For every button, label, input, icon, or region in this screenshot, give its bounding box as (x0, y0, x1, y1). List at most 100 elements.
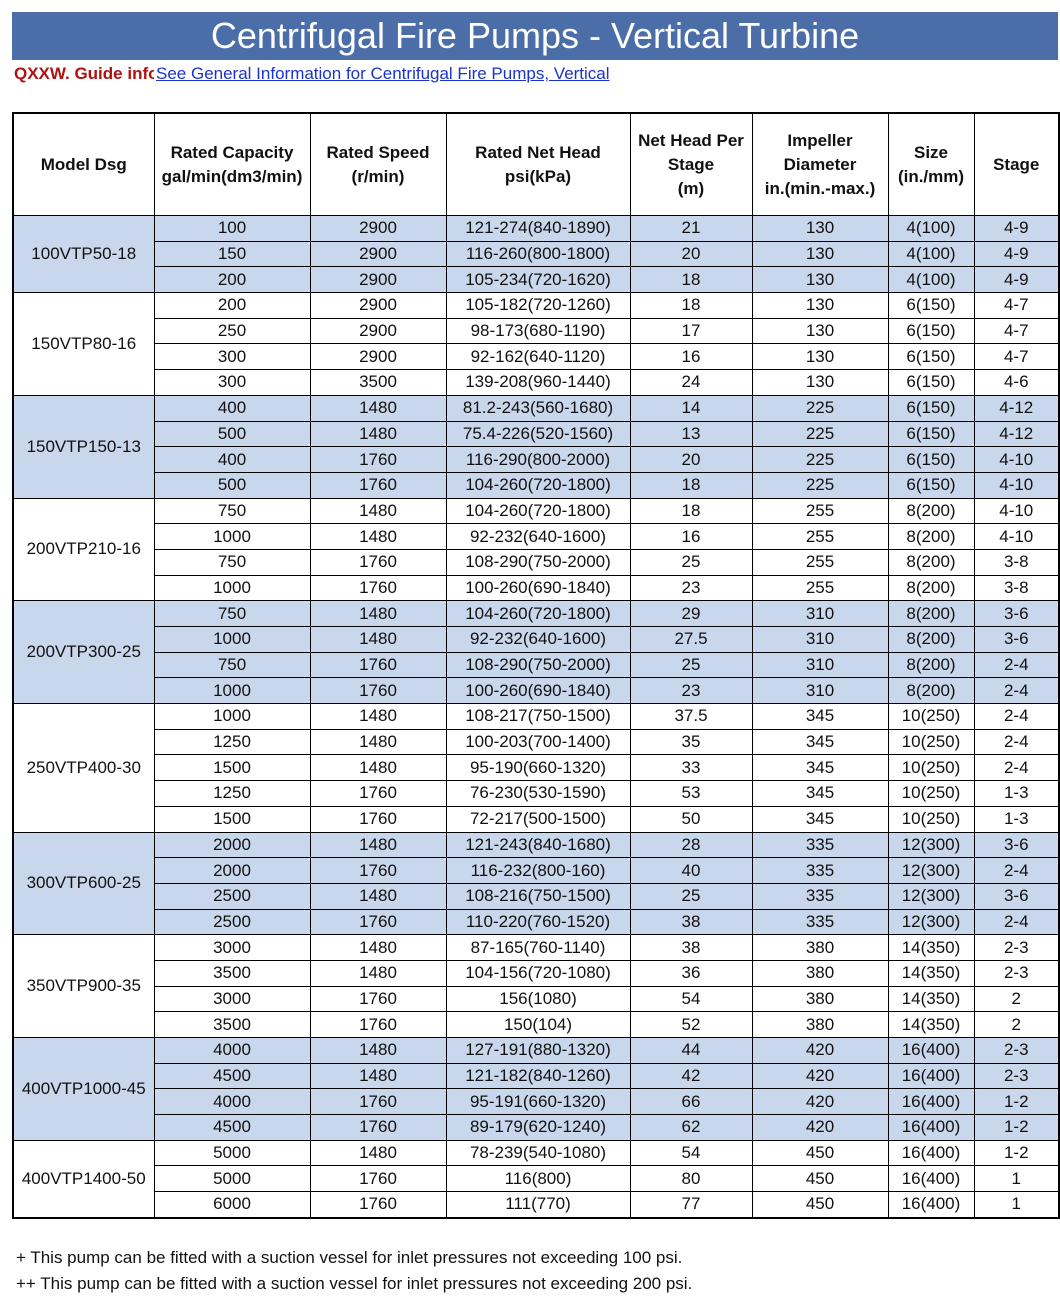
table-cell: 116-232(800-160) (445, 857, 631, 884)
table-cell: 116(800) (445, 1165, 631, 1193)
table-row: 500 1480 75.4-226(520-1560) 13 225 6(150) 4-12 (13, 420, 1060, 448)
table-cell: 1000 (153, 626, 311, 653)
table-cell: 1-2 (973, 1139, 1060, 1167)
table-cell: 3500 (309, 369, 447, 396)
table-cell: 420 (751, 1114, 889, 1141)
model-cell: 200VTP210-16 (12, 497, 155, 602)
table-cell: 400 (153, 394, 311, 422)
table-cell: 14(350) (887, 934, 975, 961)
table-cell: 33 (629, 754, 753, 782)
table-cell: 25 (629, 548, 753, 576)
table-row: 3000 1760 156(1080) 54 380 14(350) 2 (13, 985, 1060, 1013)
table-cell: 108-217(750-1500) (445, 703, 631, 730)
table-row: 400VTP1000-45 4000 1480 127-191(880-1320) 44… (12, 1037, 1060, 1141)
table-cell: 2-3 (973, 959, 1060, 987)
table-cell: 6(150) (887, 317, 975, 345)
table-cell: 20 (629, 240, 753, 268)
table-row: 750 1760 108-290(750-2000) 25 255 8(200) 3-8 (13, 548, 1060, 576)
table-cell: 345 (751, 728, 889, 756)
table-cell: 3500 (153, 1011, 311, 1038)
table-cell: 150 (153, 240, 311, 268)
table-cell: 54 (629, 1139, 753, 1167)
table-row: 500 1760 104-260(720-1800) 18 225 6(150) 4-10 (13, 471, 1060, 499)
table-cell: 2 (973, 1011, 1060, 1038)
title: Centrifugal Fire Pumps - Vertical Turbin… (12, 12, 1058, 60)
table-cell: 420 (751, 1037, 889, 1064)
column-header: Rated Speed (r/min) (309, 112, 447, 216)
table-cell: 750 (153, 600, 311, 627)
table-cell: 400 (153, 446, 311, 473)
info-link[interactable]: See General Information for Centrifugal … (156, 64, 610, 83)
table-cell: 18 (629, 497, 753, 525)
table-cell: 14(350) (887, 959, 975, 987)
table-cell: 1250 (153, 728, 311, 756)
table-cell: 4-9 (973, 240, 1060, 268)
table-cell: 6(150) (887, 292, 975, 319)
table-cell: 1760 (309, 677, 447, 705)
table-cell: 127-191(880-1320) (445, 1037, 631, 1064)
header-line: Model Dsg (40, 154, 127, 174)
table-cell: 2-4 (973, 677, 1060, 705)
table-cell: 27.5 (629, 626, 753, 653)
table-row: 1250 1480 100-203(700-1400) 35 345 10(250) 2-4 (13, 728, 1060, 756)
table-cell: 200 (153, 292, 311, 319)
table-cell: 77 (629, 1191, 753, 1219)
table-row: 1500 1480 95-190(660-1320) 33 345 10(250) 2-4 (13, 754, 1060, 782)
table-cell: 16(400) (887, 1139, 975, 1167)
footnote: ++ This pump can be fitted with a suctio… (16, 1274, 693, 1293)
table-cell: 17 (629, 317, 753, 345)
table-cell: 255 (751, 523, 889, 550)
table-cell: 76-230(530-1590) (445, 780, 631, 807)
table-cell: 105-234(720-1620) (445, 266, 631, 294)
table-cell: 8(200) (887, 626, 975, 653)
header-line: (in./mm) (897, 166, 965, 186)
table-cell: 1480 (309, 523, 447, 550)
table-cell: 110-220(760-1520) (445, 908, 631, 936)
table-cell: 250 (153, 317, 311, 345)
table-cell: 6(150) (887, 394, 975, 422)
table-cell: 105-182(720-1260) (445, 292, 631, 319)
table-cell: 4-10 (973, 523, 1060, 550)
table-row: 5000 1760 116(800) 80 450 16(400) 1 (13, 1165, 1060, 1193)
table-cell: 6(150) (887, 420, 975, 448)
table-cell: 72-217(500-1500) (445, 805, 631, 833)
table-cell: 380 (751, 959, 889, 987)
table-cell: 21 (629, 215, 753, 242)
table-cell: 3000 (153, 934, 311, 961)
model-cell: 100VTP50-18 (12, 214, 155, 294)
table-cell: 6(150) (887, 369, 975, 396)
table-cell: 1000 (153, 703, 311, 730)
table-cell: 2-3 (973, 1037, 1060, 1064)
table-cell: 8(200) (887, 651, 975, 679)
table-cell: 2900 (309, 292, 447, 319)
table-cell: 8(200) (887, 574, 975, 602)
model-cell: 300VTP600-25 (12, 831, 155, 936)
table-cell: 6(150) (887, 446, 975, 473)
model-cell: 400VTP1400-50 (12, 1139, 155, 1219)
table-cell: 2 (973, 985, 1060, 1013)
table-cell: 1000 (153, 523, 311, 550)
table-cell: 23 (629, 677, 753, 705)
table-row: 400 1760 116-290(800-2000) 20 225 6(150) 4-10 (13, 446, 1060, 473)
table-cell: 1480 (309, 600, 447, 627)
table-cell: 1760 (309, 908, 447, 936)
table-cell: 121-274(840-1890) (445, 215, 631, 242)
table-cell: 10(250) (887, 780, 975, 807)
table-cell: 130 (751, 266, 889, 294)
table-cell: 18 (629, 471, 753, 499)
table-cell: 53 (629, 780, 753, 807)
table-cell: 345 (751, 703, 889, 730)
table-cell: 1480 (309, 703, 447, 730)
header-line: Impeller (787, 130, 853, 150)
table-cell: 750 (153, 497, 311, 525)
table-cell: 1760 (309, 471, 447, 499)
table-cell: 4(100) (887, 215, 975, 242)
table-cell: 100-260(690-1840) (445, 677, 631, 705)
table-cell: 78-239(540-1080) (445, 1139, 631, 1167)
table-cell: 2-4 (973, 754, 1060, 782)
table-cell: 29 (629, 600, 753, 627)
table-cell: 80 (629, 1165, 753, 1193)
table-cell: 4-12 (973, 394, 1060, 422)
table-cell: 4-6 (973, 369, 1060, 396)
table-row: 4000 1760 95-191(660-1320) 66 420 16(400) 1-2 (13, 1088, 1060, 1116)
